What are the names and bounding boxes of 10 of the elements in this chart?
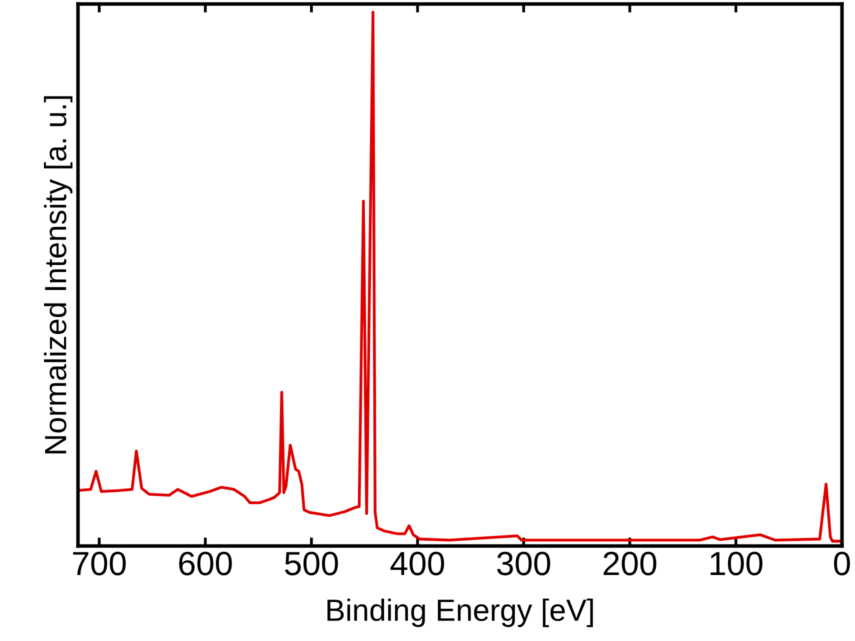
x-tick-label: 400 [390,552,444,576]
x-axis-title: Binding Energy [eV] [327,598,593,628]
x-tick-label: 500 [284,552,338,576]
x-tick-label: 0 [834,552,850,576]
x-tick-label: 700 [73,552,126,576]
x-tick-label: 200 [604,552,656,576]
y-axis-title: Normalized Intensity [a. u.] [44,96,72,454]
x-tick-label: 600 [179,552,232,576]
x-tick-label: 100 [710,552,762,576]
x-tick-label: 300 [497,552,550,576]
